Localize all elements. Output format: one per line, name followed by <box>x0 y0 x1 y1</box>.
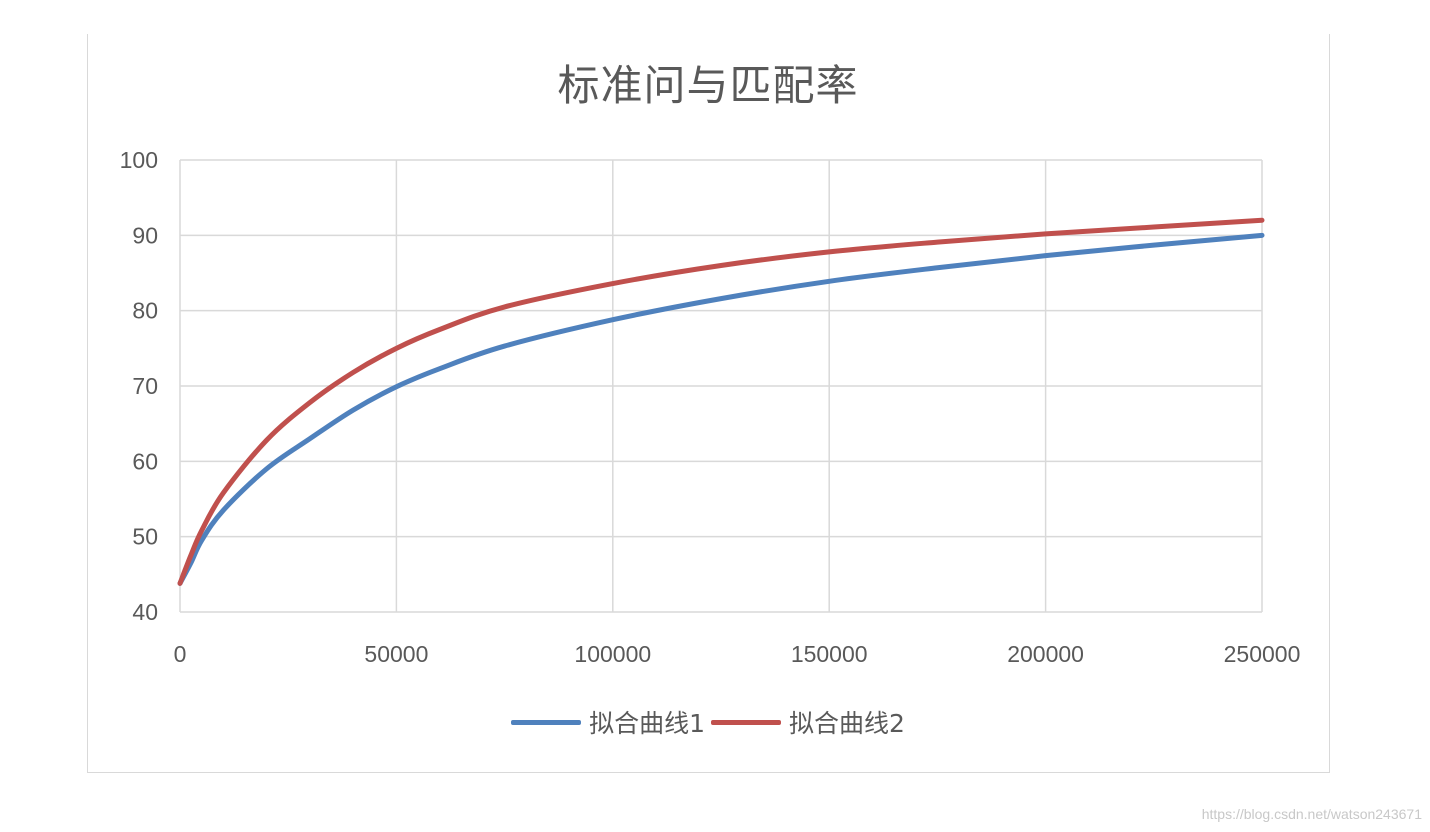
x-tick-label: 50000 <box>364 641 428 667</box>
chart-frame <box>87 34 1330 773</box>
series-line-2 <box>177 217 1265 586</box>
y-tick-label: 40 <box>132 599 158 625</box>
series-line-1 <box>177 232 1265 586</box>
legend: 拟合曲线1 拟合曲线2 <box>0 704 1416 740</box>
y-tick-label: 70 <box>132 373 158 399</box>
y-tick-label: 80 <box>132 298 158 324</box>
series-lines <box>177 217 1265 586</box>
y-tick-label: 90 <box>132 222 158 248</box>
legend-label-2: 拟合曲线2 <box>789 709 905 738</box>
legend-item-2: 拟合曲线2 <box>711 704 905 740</box>
legend-item-1: 拟合曲线1 <box>511 704 705 740</box>
x-tick-label: 0 <box>174 641 187 667</box>
legend-label-1: 拟合曲线1 <box>589 709 705 738</box>
y-tick-label: 100 <box>120 147 158 173</box>
legend-swatch-2 <box>711 719 781 725</box>
x-tick-label: 200000 <box>1007 641 1084 667</box>
x-tick-label: 100000 <box>574 641 651 667</box>
legend-swatch-1 <box>511 719 582 725</box>
tick-labels: 40 50 60 70 80 90 100 0 50000 100000 150000 200000 2… <box>120 147 1301 667</box>
y-tick-label: 60 <box>132 448 158 474</box>
x-tick-label: 150000 <box>791 641 868 667</box>
x-tick-label: 250000 <box>1224 641 1301 667</box>
grid <box>179 159 1263 613</box>
y-tick-label: 50 <box>132 524 158 550</box>
watermark: https://blog.csdn.net/watson243671 <box>1201 806 1422 822</box>
chart-title: 标准问与匹配率 <box>557 61 859 110</box>
